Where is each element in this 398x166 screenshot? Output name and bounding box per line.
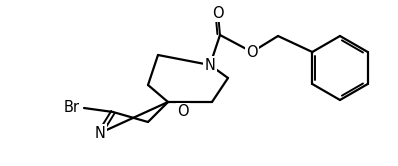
Text: N: N bbox=[95, 125, 105, 140]
Text: N: N bbox=[205, 57, 215, 73]
Text: O: O bbox=[212, 5, 224, 20]
Text: Br: Br bbox=[64, 100, 80, 116]
Text: O: O bbox=[246, 44, 258, 59]
Text: O: O bbox=[177, 105, 189, 120]
